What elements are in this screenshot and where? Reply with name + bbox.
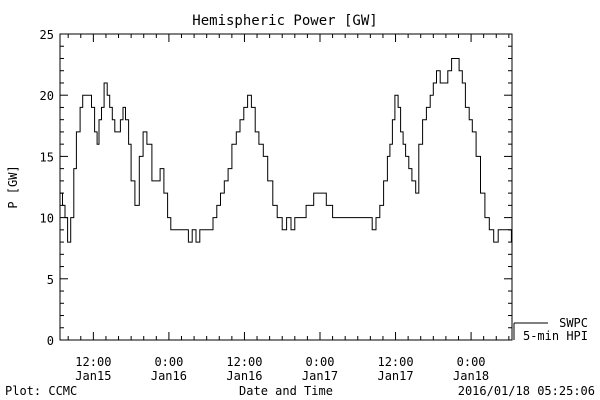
x-tick-label-time: 12:00 bbox=[75, 355, 111, 369]
y-tick-label: 0 bbox=[47, 334, 54, 348]
x-tick-label-date: Jan18 bbox=[453, 369, 489, 383]
y-tick-label: 20 bbox=[40, 89, 54, 103]
x-axis-label: Date and Time bbox=[239, 384, 333, 398]
chart-title: Hemispheric Power [GW] bbox=[192, 13, 377, 29]
y-tick-label: 10 bbox=[40, 212, 54, 226]
x-axis: 12:00Jan150:00Jan1612:00Jan160:00Jan1712… bbox=[67, 34, 510, 383]
legend: SWPC 5-min HPI bbox=[513, 316, 588, 343]
x-tick-label-time: 0:00 bbox=[306, 355, 335, 369]
y-tick-label: 25 bbox=[40, 28, 54, 42]
x-tick-label-date: Jan16 bbox=[226, 369, 262, 383]
x-tick-label-time: 12:00 bbox=[377, 355, 413, 369]
x-tick-label-date: Jan16 bbox=[151, 369, 187, 383]
y-tick-label: 5 bbox=[47, 273, 54, 287]
footer-left: Plot: CCMC bbox=[5, 384, 77, 398]
x-tick-label-time: 0:00 bbox=[457, 355, 486, 369]
x-tick-label-date: Jan15 bbox=[75, 369, 111, 383]
x-tick-label-date: Jan17 bbox=[377, 369, 413, 383]
y-axis-label: P [GW] bbox=[6, 165, 20, 208]
data-series-group bbox=[60, 58, 512, 243]
legend-label-product: 5-min HPI bbox=[523, 329, 588, 343]
x-tick-label-date: Jan17 bbox=[302, 369, 338, 383]
series-line bbox=[60, 58, 512, 243]
y-axis: 0 5 10 15 20 25 bbox=[40, 28, 512, 348]
y-tick-label: 15 bbox=[40, 150, 54, 164]
legend-label-source: SWPC bbox=[559, 316, 588, 330]
x-tick-label-time: 12:00 bbox=[226, 355, 262, 369]
x-tick-label-time: 0:00 bbox=[154, 355, 183, 369]
plot-frame bbox=[59, 33, 513, 341]
footer-right: 2016/01/18 05:25:06 bbox=[458, 384, 595, 398]
